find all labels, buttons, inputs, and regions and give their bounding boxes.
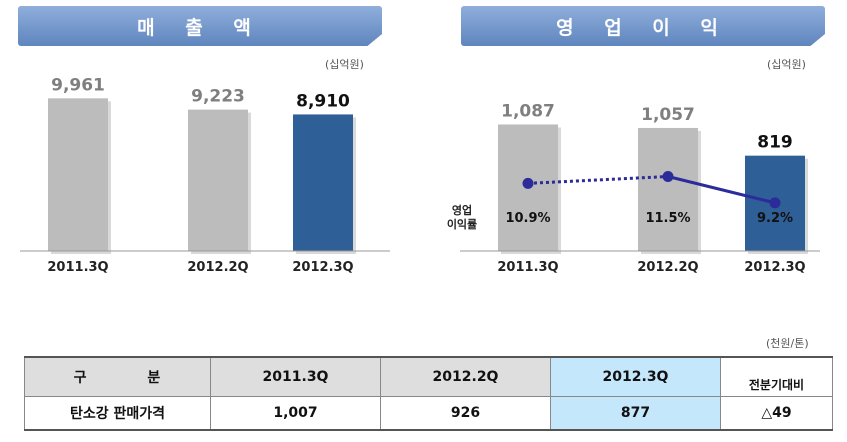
bar-value-label-2012-2q: 9,223 [191, 87, 245, 107]
margin-label-2012-2q: 11.5% [645, 211, 690, 226]
header-label: 구 분 [24, 356, 211, 397]
header-col-2012-3q: 2012.3Q [550, 356, 721, 397]
header-col-2012-2q: 2012.2Q [380, 356, 551, 397]
bar-value-label-2011-3q: 1,087 [501, 101, 555, 121]
margin-label-2012-3q: 9.2% [757, 211, 793, 226]
row-compare: △49 [720, 396, 833, 431]
bar-2012-2q [638, 127, 698, 251]
category-label-2012-3q: 2012.3Q [744, 260, 805, 275]
margin-label-2011-3q: 10.9% [505, 211, 550, 226]
sales-banner: 매 출 액 [18, 6, 382, 46]
operating-profit-banner: 영 업 이 익 [461, 6, 825, 46]
sales-bar-chart: 9,961 2011.3Q 9,223 2012.2Q 8,910 2012.3Q [20, 75, 390, 275]
table-unit-label: (천원/톤) [766, 337, 809, 350]
margin-line-segment-dotted [527, 175, 669, 185]
bar-2012-3q [293, 114, 353, 251]
row-label: 탄소강 판매가격 [24, 396, 211, 431]
price-table: 구 분 2011.3Q 2012.2Q 2012.3Q 전분기대비 탄소강 판매… [24, 356, 833, 431]
category-label-2012-3q: 2012.3Q [292, 260, 353, 275]
margin-point-2011-3q [522, 177, 534, 189]
bar-value-label-2012-2q: 1,057 [641, 105, 695, 125]
margin-point-2012-2q [662, 171, 674, 182]
category-label-2012-2q: 2012.2Q [637, 260, 698, 275]
bar-value-label-2011-3q: 9,961 [51, 75, 105, 95]
bar-2011-3q [48, 98, 108, 252]
row-value-2012-3q: 877 [550, 396, 721, 431]
bar-2012-2q [188, 109, 248, 252]
header-compare: 전분기대비 [720, 356, 833, 397]
table-data-row: 탄소강 판매가격 1,007 926 877 △49 [24, 396, 833, 431]
operating-profit-chart: 1,087 2011.3Q 1,057 2012.2Q 819 2012.3Q 10.9% 1… [447, 101, 820, 275]
bar-value-label-2012-3q: 8,910 [296, 91, 350, 111]
margin-point-2012-3q [769, 197, 781, 209]
sales-unit-label: (십억원) [325, 58, 364, 71]
category-label-2012-2q: 2012.2Q [187, 260, 248, 275]
category-label-2011-3q: 2011.3Q [47, 260, 108, 275]
row-value-2012-2q: 926 [380, 396, 551, 431]
row-value-2011-3q: 1,007 [210, 396, 381, 431]
margin-side-label-line1: 영업 [452, 204, 472, 217]
bar-value-label-2012-3q: 819 [757, 133, 793, 153]
margin-side-label-line2: 이익률 [447, 217, 477, 231]
category-label-2011-3q: 2011.3Q [497, 260, 558, 275]
profit-unit-label: (십억원) [767, 58, 806, 71]
margin-line-segment-solid [667, 175, 776, 205]
table-header-row: 구 분 2011.3Q 2012.2Q 2012.3Q 전분기대비 [24, 356, 833, 397]
header-col-2011-3q: 2011.3Q [210, 356, 381, 397]
